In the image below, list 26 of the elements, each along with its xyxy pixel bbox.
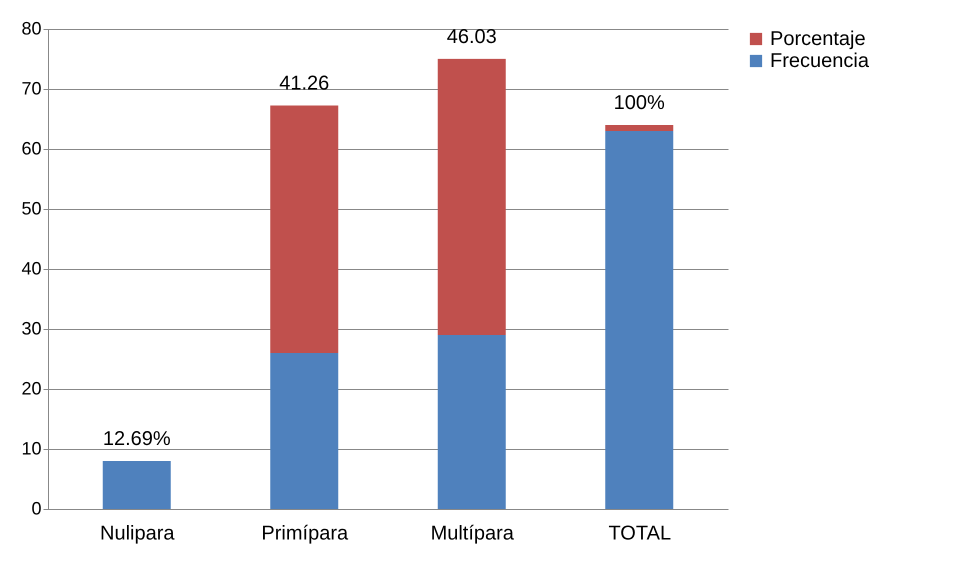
y-tick-label: 10 [21, 438, 42, 458]
y-tick-label: 0 [31, 498, 42, 518]
y-tick-label: 60 [21, 138, 42, 158]
x-tick-label: TOTAL [608, 522, 672, 544]
y-tick-label: 40 [21, 258, 42, 278]
bar [102, 461, 171, 509]
text: 12.69% [102, 428, 171, 450]
x-tick-label: Multípara [430, 522, 515, 544]
bar [438, 335, 506, 509]
bar [438, 58, 506, 335]
y-tick-label: 80 [21, 18, 42, 38]
data-label: 100% [614, 92, 666, 114]
bar [270, 353, 338, 509]
data-label: 46.03 [446, 26, 497, 48]
x-tick-label: Primípara [261, 522, 349, 544]
legend-label: Porcentaje [770, 28, 866, 50]
y-tick-label: 30 [21, 318, 42, 338]
bar [605, 131, 674, 509]
y-tick-label: 20 [21, 378, 42, 398]
y-tick-label: 50 [21, 198, 42, 218]
bar [270, 105, 338, 353]
data-label: 41.26 [279, 72, 330, 94]
legend-label: Frecuencia [770, 50, 870, 72]
x-tick-label: Nulipara [100, 522, 176, 544]
bar [605, 125, 674, 131]
y-tick-label: 70 [21, 78, 42, 98]
